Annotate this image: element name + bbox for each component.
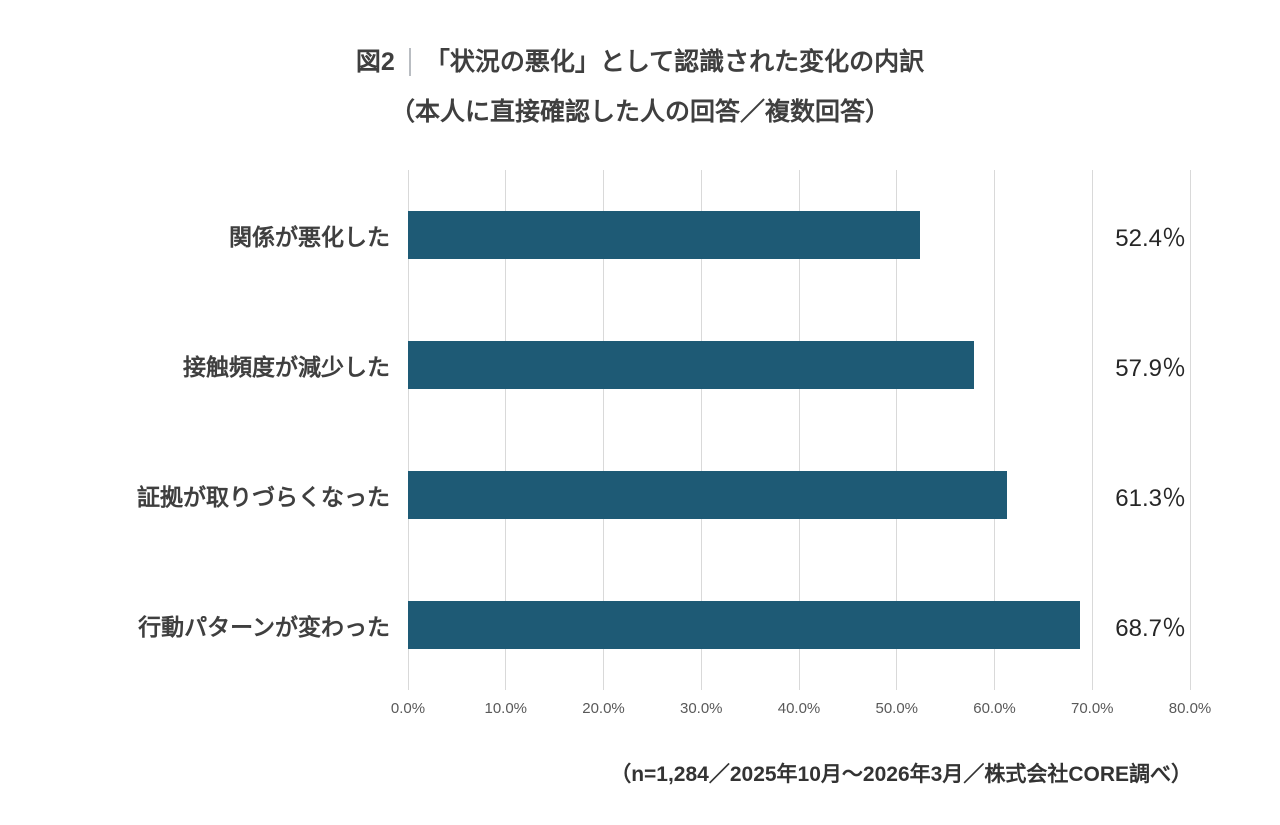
gridline xyxy=(1091,170,1093,690)
x-tick-label: 10.0% xyxy=(484,700,528,717)
x-tick-label: 0.0% xyxy=(390,700,426,717)
x-tick-label: 40.0% xyxy=(777,700,821,717)
figure-number-label: 図2 xyxy=(355,48,395,76)
gridline xyxy=(505,170,507,690)
category-label: 証拠が取りづらくなった xyxy=(137,484,390,510)
category-labels-column: 関係が悪化した接触頻度が減少した証拠が取りづらくなった 行動パターンが変わった xyxy=(0,170,408,724)
x-tick-label: 30.0% xyxy=(679,700,723,717)
gridline xyxy=(1189,170,1191,690)
x-tick-label: 80.0% xyxy=(1168,700,1212,717)
bar xyxy=(408,211,921,259)
bar xyxy=(408,341,974,389)
gridline xyxy=(994,170,995,690)
x-tick-label: 50.0% xyxy=(875,700,919,717)
plot-area: 52.4％ 57.9％ 61.3％ 68.7％ xyxy=(407,170,1191,690)
chart-title-line1: 図2 「状況の悪化」として認識された変化の内訳 xyxy=(0,44,1280,80)
x-tick-label: 20.0% xyxy=(582,700,625,717)
category-label: 行動パターンが変わった xyxy=(138,614,390,640)
bar-row: 52.4％ xyxy=(408,170,1190,300)
x-tick-label: 60.0% xyxy=(973,700,1016,717)
plot-wrap: 52.4％ 57.9％ 61.3％ 68.7％ 0.0% 10.0% 20.0% 30.0%… xyxy=(391,170,1211,724)
chart-title-sub: （本人に直接確認した人の回答／複数回答） xyxy=(389,98,890,126)
chart-title-main: 「状況の悪化」として認識された変化の内訳 xyxy=(424,48,925,76)
value-label: 52.4％ xyxy=(1115,224,1186,252)
bar xyxy=(408,601,1080,649)
value-label: 57.9％ xyxy=(1115,354,1186,382)
gridline xyxy=(798,170,800,690)
bar-row: 57.9％ xyxy=(408,300,1190,430)
category-label: 接触頻度が減少した xyxy=(183,354,390,380)
x-axis: 0.0% 10.0% 20.0% 30.0% 40.0% 50.0% 60.0% 70.0% 8… xyxy=(391,700,1211,724)
gridline xyxy=(407,170,409,690)
gridline xyxy=(603,170,604,690)
value-label: 68.7％ xyxy=(1115,614,1186,642)
bar-chart: 関係が悪化した接触頻度が減少した証拠が取りづらくなった 行動パターンが変わった 5… xyxy=(0,170,1280,724)
gridline xyxy=(700,170,702,690)
bar xyxy=(408,471,1008,519)
chart-title-block: 図2 「状況の悪化」として認識された変化の内訳 （本人に直接確認した人の回答／複… xyxy=(0,0,1280,130)
category-label: 関係が悪化した xyxy=(229,224,390,250)
x-tick-label: 70.0% xyxy=(1070,700,1114,717)
bar-row: 61.3％ xyxy=(408,430,1190,560)
source-note: （n=1,284／2025年10月～2026年3月／株式会社CORE調べ） xyxy=(610,763,1192,786)
title-divider xyxy=(408,48,411,76)
gridline xyxy=(896,170,898,690)
bar-row: 68.7％ xyxy=(408,560,1190,690)
value-label: 61.3％ xyxy=(1115,484,1186,512)
